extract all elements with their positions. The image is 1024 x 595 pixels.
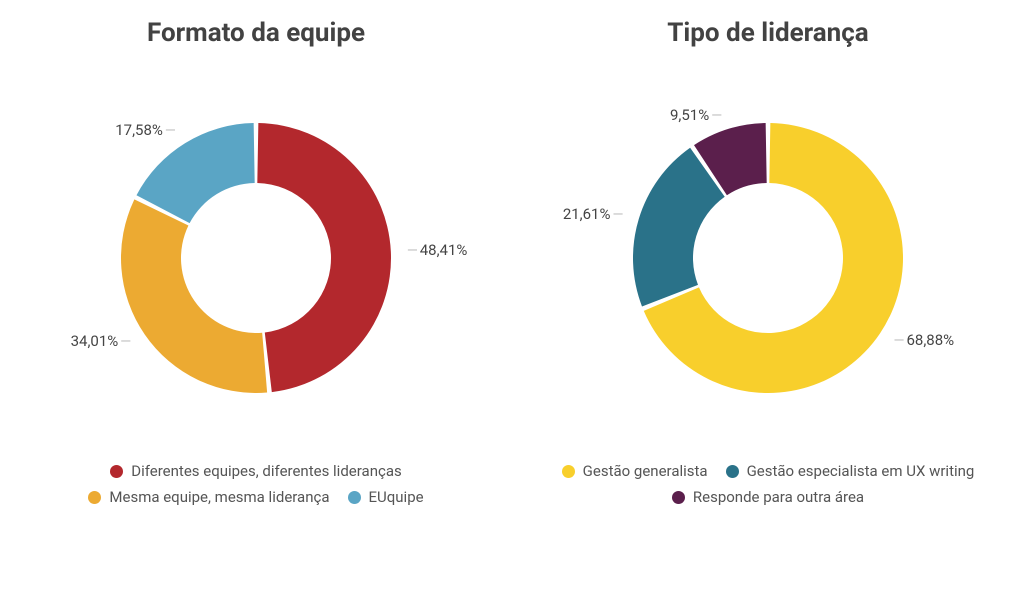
legend-label: EUquipe: [369, 488, 424, 506]
slice-value-label: 17,58%—: [115, 121, 178, 139]
leader-tick: —: [165, 123, 176, 139]
chart-wrap: —68,88%21,61%—9,51%—: [538, 58, 998, 458]
chart-title: Formato da equipe: [147, 18, 365, 48]
slice-value-label: 21,61%—: [563, 205, 626, 223]
legend-label: Diferentes equipes, diferentes liderança…: [131, 462, 401, 480]
leader-tick: —: [612, 207, 623, 223]
chart-wrap: —48,41%34,01%—17,58%—: [26, 58, 486, 458]
legend-item: Mesma equipe, mesma liderança: [88, 488, 329, 506]
slice-value-text: 34,01%: [71, 332, 119, 350]
slice-value-text: 48,41%: [420, 241, 468, 259]
legend-swatch: [110, 465, 123, 478]
slice-value-label: 9,51%—: [670, 106, 724, 124]
slice-value-text: 68,88%: [906, 331, 954, 349]
donut-slice: [633, 148, 725, 307]
chart-panel: Tipo de liderança—68,88%21,61%—9,51%—Ges…: [512, 0, 1024, 595]
chart-panel: Formato da equipe—48,41%34,01%—17,58%—Di…: [0, 0, 512, 595]
legend-swatch: [348, 491, 361, 504]
slice-value-text: 21,61%: [563, 205, 611, 223]
slice-value-label: 34,01%—: [71, 332, 134, 350]
legend-swatch: [672, 491, 685, 504]
legend-item: EUquipe: [348, 488, 424, 506]
donut-chart: [538, 58, 998, 458]
leader-tick: —: [120, 334, 131, 350]
legend-item: Gestão especialista em UX writing: [726, 462, 975, 480]
leader-tick: —: [407, 243, 418, 259]
legend-item: Responde para outra área: [672, 488, 864, 506]
slice-value-text: 9,51%: [670, 106, 709, 124]
slice-value-label: —68,88%: [892, 331, 955, 349]
legend-swatch: [562, 465, 575, 478]
legend-label: Gestão especialista em UX writing: [747, 462, 975, 480]
legend-item: Diferentes equipes, diferentes liderança…: [110, 462, 401, 480]
slice-value-label: —48,41%: [405, 241, 468, 259]
slice-value-text: 17,58%: [115, 121, 163, 139]
legend-label: Gestão generalista: [583, 462, 708, 480]
legend-label: Responde para outra área: [693, 488, 864, 506]
legend-item: Gestão generalista: [562, 462, 708, 480]
dashboard: Formato da equipe—48,41%34,01%—17,58%—Di…: [0, 0, 1024, 595]
legend-label: Mesma equipe, mesma liderança: [109, 488, 329, 506]
leader-tick: —: [711, 108, 722, 124]
leader-tick: —: [894, 333, 905, 349]
chart-title: Tipo de liderança: [667, 18, 868, 48]
legend: Diferentes equipes, diferentes liderança…: [36, 462, 476, 506]
legend-swatch: [726, 465, 739, 478]
donut-slice: [121, 199, 267, 393]
donut-slice: [257, 123, 391, 392]
legend-swatch: [88, 491, 101, 504]
legend: Gestão generalista Gestão especialista em…: [548, 462, 988, 506]
